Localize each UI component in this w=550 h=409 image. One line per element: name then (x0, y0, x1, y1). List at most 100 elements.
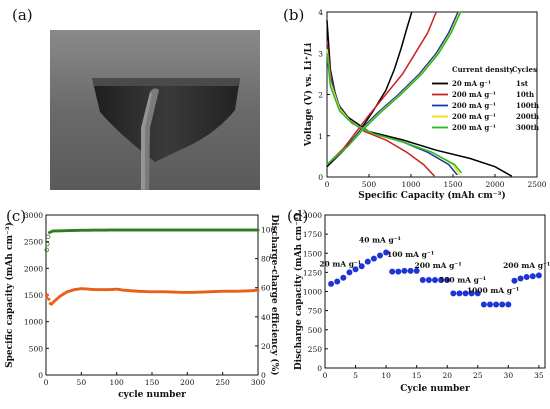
x-tick-label: 5 (353, 371, 358, 380)
y-left-tick-label: 0 (38, 371, 43, 380)
capacity-point (493, 301, 500, 308)
capacity-point (456, 290, 463, 297)
capacity-point (401, 267, 408, 274)
capacity-point (358, 263, 365, 270)
capacity-point (45, 296, 49, 300)
capacity-point (432, 277, 438, 284)
y-axis-title: Voltage (V) vs. Li⁺/Li (303, 42, 314, 147)
capacity-point (383, 249, 390, 256)
x-tick-label: 15 (412, 371, 422, 380)
panel-c: (c) 0 50 100 150 200 250 300 0 500 1000 1500 2000 25… (0, 205, 280, 409)
capacity-point (352, 266, 359, 273)
legend-label: 200 mA g⁻¹ (452, 123, 496, 132)
legend-header-cycles: Cycles (512, 65, 537, 74)
chart-b: 0 500 1000 1500 2000 2500 0 1 2 3 4 Specific Capaci… (303, 8, 547, 201)
legend-cycle: 200th (516, 112, 539, 121)
efficiency-point (44, 247, 49, 253)
capacity-point (389, 268, 396, 275)
y-right-tick-label: 40 (261, 313, 271, 322)
legend-label: 200 mA g⁻¹ (452, 101, 496, 110)
capacity-point (419, 277, 426, 284)
capacity-point (535, 272, 542, 279)
series-line-10th-discharge (326, 40, 436, 177)
panel-a: (a) (0, 0, 275, 205)
x-tick-label: 50 (77, 378, 87, 387)
y-left-tick-label: 2000 (24, 264, 43, 273)
x-tick-label: 200 (180, 378, 195, 387)
panel-c-letter: (c) (6, 207, 27, 225)
y-right-tick-label: 100 (261, 226, 276, 235)
y-tick-label: 1500 (303, 249, 322, 258)
y-tick-label: 3 (318, 49, 323, 58)
capacity-point (438, 277, 445, 284)
capacity-point (407, 267, 414, 274)
capacity-point (468, 290, 475, 297)
y-tick-label: 1 (318, 132, 323, 141)
capacity-point (517, 275, 524, 282)
rate-annotation: 100 mA g⁻¹ (387, 250, 434, 259)
device-photo (50, 30, 260, 190)
y-left-tick-label: 2500 (24, 238, 43, 247)
rate-annotation: 40 mA g⁻¹ (359, 236, 401, 245)
y-left-tick-label: 500 (29, 344, 44, 353)
panel-b: (b) 0 500 1000 1500 2000 2500 0 1 2 3 4 Specific Ca… (275, 0, 550, 205)
capacity-point (370, 255, 377, 262)
legend-cycle: 300th (516, 123, 539, 132)
x-tick-label: 500 (362, 180, 377, 189)
capacity-point (505, 301, 512, 308)
rate-annotation: 20 mA g⁻¹ (319, 259, 361, 268)
rate-annotation: 500 mA g⁻¹ (439, 275, 486, 284)
panel-b-letter: (b) (283, 6, 305, 24)
chart-c: 0 50 100 150 200 250 3000500100015002000250030… (4, 211, 280, 400)
y-tick-label: 1750 (303, 230, 322, 239)
x-tick-label: 1000 (401, 180, 420, 189)
y-right-tick-label: 20 (261, 342, 271, 351)
y-left-tick-label: 1000 (24, 318, 43, 327)
rate-annotation: 1000 mA g⁻¹ (467, 286, 519, 295)
x-tick-label: 100 (110, 378, 125, 387)
y-tick-label: 1000 (303, 288, 322, 297)
capacity-point (487, 301, 493, 308)
panel-d-letter: (d) (287, 207, 309, 225)
y-tick-label: 0 (318, 173, 323, 182)
x-axis-title: Cycle number (400, 384, 470, 394)
capacity-point (377, 252, 383, 259)
legend-cycle: 100th (516, 101, 539, 110)
y-left-tick-label: 1500 (24, 291, 43, 300)
capacity-point (45, 293, 49, 297)
y-right-tick-label: 0 (261, 371, 266, 380)
x-tick-label: 10 (381, 371, 391, 380)
y-tick-label: 2 (318, 91, 323, 100)
series-line-10th-charge (326, 11, 437, 166)
x-tick-label: 0 (323, 371, 328, 380)
y-axis-title: Discharge capacity (mAh cm⁻³) (293, 213, 304, 370)
efficiency-point (256, 228, 260, 232)
x-tick-label: 2500 (527, 180, 546, 189)
y-right-axis-title: Discharge-charge efficiency (%) (269, 214, 280, 375)
capacity-point (444, 277, 451, 284)
x-tick-label: 35 (534, 371, 544, 380)
y-tick-label: 2000 (303, 211, 322, 220)
efficiency-point (45, 241, 50, 247)
rate-annotation: 200 mA g⁻¹ (503, 261, 550, 270)
y-tick-label: 750 (308, 307, 323, 316)
y-right-tick-label: 60 (261, 284, 271, 293)
legend-header-current: Current density (452, 65, 515, 74)
capacity-point (256, 288, 260, 292)
capacity-point (425, 277, 432, 284)
plot-frame (45, 214, 259, 376)
capacity-point (346, 269, 353, 276)
y-tick-label: 250 (308, 345, 323, 354)
chart-d: 0 5 10 15 20 25 30 35 0 250 500 750 1000 1250 1500 1750… (293, 211, 550, 394)
capacity-point (364, 258, 371, 265)
legend-label: 200 mA g⁻¹ (452, 112, 496, 121)
x-tick-label: 30 (504, 371, 514, 380)
capacity-point (462, 290, 469, 297)
panel-a-letter: (a) (12, 6, 33, 24)
x-tick-label: 1500 (443, 180, 462, 189)
efficiency-point (45, 234, 51, 240)
y-left-axis-title: Specific capacity (mAh cm⁻³) (4, 222, 15, 368)
legend-cycle: 10th (516, 90, 534, 99)
series-line-300th-discharge (326, 53, 462, 174)
x-tick-label: 0 (325, 180, 330, 189)
